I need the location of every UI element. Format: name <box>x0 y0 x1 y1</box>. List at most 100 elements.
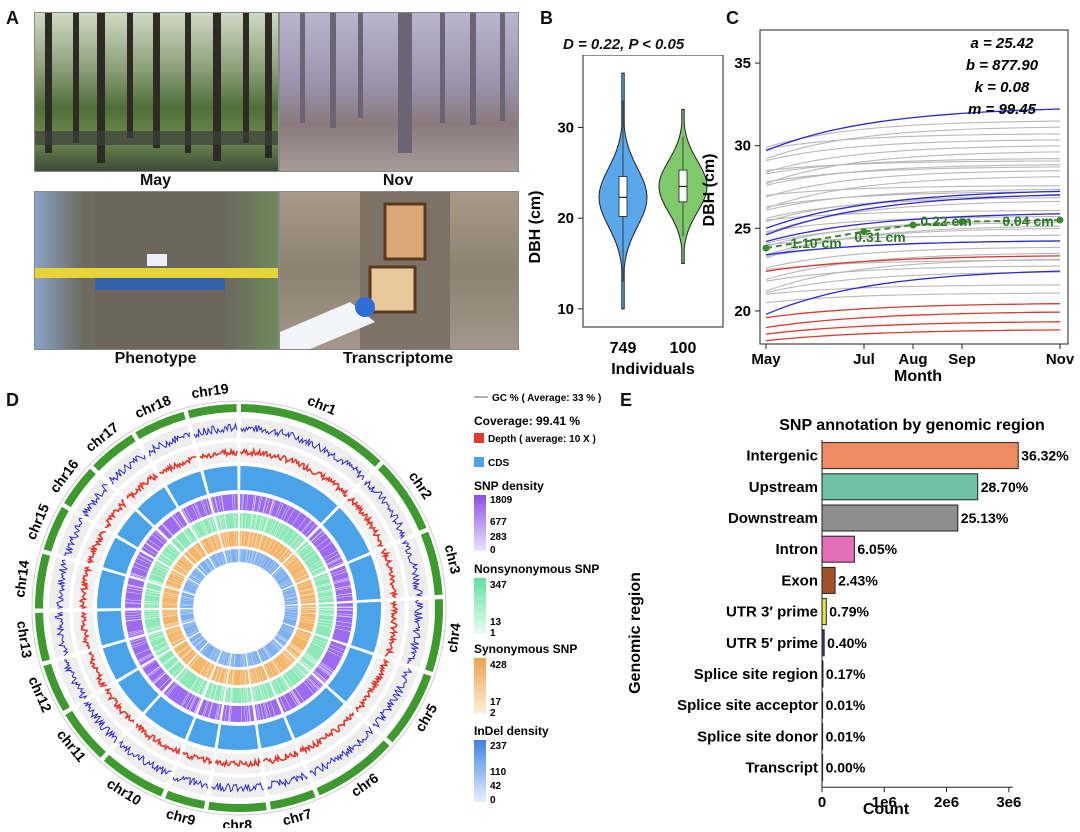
indel-stripe <box>180 597 194 600</box>
snp-stripe <box>328 561 344 569</box>
nonsyn-stripe <box>146 627 162 632</box>
syn-stripe <box>193 545 203 558</box>
nonsyn-stripe <box>295 541 307 552</box>
growth-curve-blue <box>765 270 1061 315</box>
cds-track <box>117 510 153 548</box>
syn-stripe <box>184 553 195 565</box>
syn-stripe <box>200 540 209 555</box>
caption-transcriptome: Transcriptome <box>342 350 454 367</box>
nonsyn-stripe <box>318 597 334 600</box>
growth-xtick-label: Jul <box>853 351 875 368</box>
indel-stripe <box>272 567 283 577</box>
snp-stripe <box>305 679 317 692</box>
nonsyn-track <box>313 572 334 603</box>
snp-stripe <box>132 642 148 649</box>
depth-line <box>199 447 238 460</box>
nonsyn-stripe <box>311 642 325 650</box>
syn-track <box>199 533 223 555</box>
indel-stripe <box>189 576 201 584</box>
nonsyn-stripe <box>158 556 172 566</box>
syn-stripe <box>269 540 277 554</box>
syn-stripe <box>295 576 310 583</box>
chrom-band-chr11 <box>65 710 106 758</box>
syn-stripe <box>175 563 189 573</box>
growth-mean-point <box>958 218 966 226</box>
syn-tick-1: 428 <box>490 660 507 671</box>
nonsyn-stripe <box>146 626 162 631</box>
snp-xtick-label: 3e6 <box>996 794 1021 811</box>
syn-stripe <box>248 531 251 547</box>
snp-stripe <box>314 670 327 682</box>
snp-stripe <box>153 672 166 684</box>
snp-stripe <box>252 495 255 511</box>
growth-xtick-label: Aug <box>898 351 927 368</box>
snp-stripe <box>270 499 276 516</box>
snp-stripe <box>258 496 263 513</box>
depth-line <box>182 751 213 765</box>
snp-stripe <box>132 565 148 573</box>
nonsyn-stripe <box>183 530 193 544</box>
snp-stripe <box>137 652 153 661</box>
syn-stripe <box>166 629 181 636</box>
indel-stripe <box>220 552 225 565</box>
snp-stripe <box>330 568 347 575</box>
nonsyn-stripe <box>220 686 225 702</box>
param-b: b = 877.90 <box>966 57 1039 74</box>
snp-stripe <box>145 542 159 553</box>
indel-stripe <box>195 568 205 578</box>
syn-stripe <box>298 588 314 593</box>
nonsyn-stripe <box>317 589 333 593</box>
indel-stripe <box>248 652 252 666</box>
gc-line <box>83 701 118 744</box>
chrom-label-chr4: chr4 <box>444 622 464 654</box>
nonsyn-stripe <box>309 562 323 570</box>
indel-stripe <box>269 642 278 653</box>
snp-category-label: UTR 5′ prime <box>726 635 818 652</box>
nonsyn-stripe <box>212 684 218 700</box>
nonsyn-stripe <box>275 679 283 693</box>
syn-stripe <box>171 571 185 579</box>
syn-stripe <box>218 667 223 683</box>
cds-track <box>257 717 293 749</box>
snp-stripe <box>224 705 227 722</box>
syn-stripe <box>282 553 294 565</box>
syn-stripe <box>167 579 182 586</box>
syn-stripe <box>299 592 315 596</box>
snp-xtick-label: 1e6 <box>872 794 897 811</box>
growth-ytick-label: 20 <box>734 303 751 320</box>
growth-curve-grey <box>765 234 1060 246</box>
snp-stripe <box>315 537 329 548</box>
nonsyn-stripe <box>144 617 160 620</box>
nonsyn-stripe <box>149 635 165 642</box>
indel-stripe <box>263 646 271 658</box>
snp-stripe <box>301 520 313 534</box>
syn-stripe <box>247 531 250 547</box>
nonsyn-stripe <box>318 595 334 598</box>
growth-mean-point <box>762 244 770 252</box>
syn-stripe <box>284 555 296 567</box>
syn-stripe <box>251 532 255 548</box>
growth-curve-grey <box>765 158 1060 175</box>
indel-stripe <box>284 614 298 617</box>
snp-track <box>308 527 344 570</box>
snp-stripe <box>318 664 332 675</box>
snp-track <box>129 635 155 666</box>
depth-track-bg <box>377 600 405 661</box>
snp-track <box>157 511 188 540</box>
depth-track-bg <box>213 752 262 774</box>
nonsyn-track <box>190 516 218 540</box>
snp-stripe <box>203 701 210 717</box>
syn-stripe <box>162 610 178 612</box>
snp-stripe <box>127 584 144 589</box>
nonsyn-stripe <box>144 603 160 605</box>
snp-chart-title: SNP annotation by genomic region <box>779 417 1045 434</box>
indel-stripe <box>191 635 202 643</box>
nonsyn-stripe <box>316 583 331 588</box>
nonsyn-stripe <box>314 575 329 581</box>
nonsyn-stripe <box>316 584 332 589</box>
snp-xtick-label: 2e6 <box>934 794 959 811</box>
snp-tick-2: 677 <box>490 517 507 528</box>
depth-track-bg <box>261 743 302 772</box>
indel-stripe <box>281 583 293 590</box>
snp-stripe <box>253 495 257 512</box>
